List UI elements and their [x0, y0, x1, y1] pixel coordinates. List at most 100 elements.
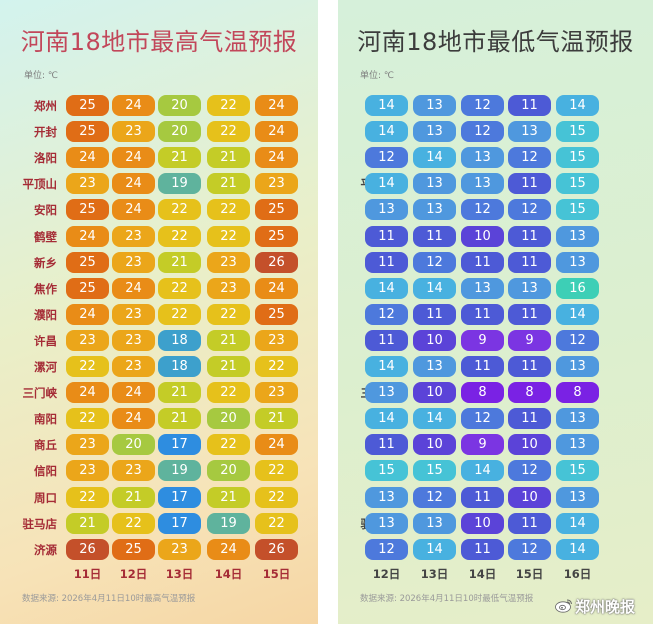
- temp-cell: 24: [66, 147, 109, 169]
- temp-cell: 24: [255, 277, 298, 299]
- temp-cell: 12: [461, 121, 504, 143]
- temp-cell: 21: [207, 329, 250, 351]
- temp-cell: 14: [413, 538, 456, 560]
- low-temp-panel: 河南18地市最低气温预报 单位: ℃ 郑州1413121114开封1413121…: [338, 0, 653, 624]
- temp-cell: 13: [461, 173, 504, 195]
- temp-cell: 23: [255, 329, 298, 351]
- temp-cell: 22: [207, 434, 250, 456]
- temp-cell: 23: [158, 538, 201, 560]
- temp-cell: 20: [207, 460, 250, 482]
- temp-cell: 22: [158, 303, 201, 325]
- temp-cell: 25: [112, 538, 155, 560]
- temp-cell: 13: [556, 408, 599, 430]
- temp-cell: 24: [112, 199, 155, 221]
- city-label: 安阳: [34, 203, 57, 218]
- temp-cell: 14: [556, 538, 599, 560]
- temp-cell: 13: [365, 199, 408, 221]
- temp-cell: 15: [413, 460, 456, 482]
- temp-cell: 20: [112, 434, 155, 456]
- temp-cell: 11: [508, 225, 551, 247]
- city-label: 商丘: [34, 438, 57, 453]
- temp-cell: 9: [461, 434, 504, 456]
- temp-cell: 13: [508, 277, 551, 299]
- chart-title: 河南18地市最低气温预报: [357, 28, 634, 56]
- temp-cell: 11: [508, 356, 551, 377]
- temp-cell: 15: [365, 460, 408, 482]
- temp-cell: 24: [207, 538, 250, 560]
- temp-cell: 23: [66, 434, 109, 456]
- temp-cell: 21: [207, 147, 250, 169]
- day-label: 12日: [372, 567, 401, 581]
- temp-cell: 12: [365, 538, 408, 560]
- temp-cell: 13: [556, 251, 599, 273]
- temp-cell: 11: [461, 356, 504, 377]
- temp-cell: 11: [508, 95, 551, 116]
- temp-cell: 14: [365, 121, 408, 143]
- temp-cell: 21: [207, 356, 250, 377]
- day-label: 13日: [165, 567, 194, 581]
- city-label: 洛阳: [34, 151, 57, 166]
- source-note: 数据来源: 2026年4月11日10时最低气温预报: [360, 594, 534, 604]
- temp-cell: 18: [158, 356, 201, 377]
- temp-cell: 13: [413, 95, 456, 116]
- temp-cell: 13: [556, 486, 599, 508]
- temp-cell: 8: [461, 382, 504, 404]
- temp-cell: 24: [66, 382, 109, 404]
- temp-cell: 9: [461, 329, 504, 351]
- day-label: 15日: [262, 567, 291, 581]
- temp-cell: 11: [508, 303, 551, 325]
- temp-cell: 22: [66, 486, 109, 508]
- temp-cell: 11: [508, 173, 551, 195]
- temp-cell: 15: [556, 121, 599, 143]
- watermark-text: 郑州晚报: [575, 598, 636, 616]
- temp-cell: 14: [365, 173, 408, 195]
- day-label: 16日: [563, 567, 592, 581]
- temp-cell: 10: [413, 434, 456, 456]
- day-label: 14日: [214, 567, 243, 581]
- temp-cell: 14: [556, 95, 599, 116]
- temp-cell: 24: [255, 147, 298, 169]
- temp-cell: 19: [158, 460, 201, 482]
- temp-cell: 25: [66, 95, 109, 116]
- temp-cell: 23: [112, 329, 155, 351]
- temp-cell: 12: [461, 95, 504, 116]
- temp-cell: 23: [207, 251, 250, 273]
- temp-cell: 8: [508, 382, 551, 404]
- temp-cell: 12: [365, 147, 408, 169]
- temp-cell: 13: [556, 225, 599, 247]
- temp-cell: 11: [508, 408, 551, 430]
- temp-cell: 14: [413, 408, 456, 430]
- temp-cell: 10: [508, 434, 551, 456]
- unit-label: 单位: ℃: [360, 71, 395, 81]
- temp-cell: 23: [112, 303, 155, 325]
- temp-cell: 16: [556, 277, 599, 299]
- temp-cell: 12: [461, 199, 504, 221]
- temp-cell: 13: [413, 121, 456, 143]
- temp-cell: 21: [207, 173, 250, 195]
- temp-cell: 22: [207, 303, 250, 325]
- temp-cell: 14: [365, 277, 408, 299]
- temp-cell: 23: [66, 460, 109, 482]
- temp-cell: 14: [365, 95, 408, 116]
- temp-cell: 14: [461, 460, 504, 482]
- temp-cell: 25: [255, 225, 298, 247]
- temp-cell: 22: [207, 199, 250, 221]
- temp-cell: 24: [112, 95, 155, 116]
- temp-cell: 24: [66, 225, 109, 247]
- city-label: 驻马店: [22, 516, 58, 531]
- temp-cell: 12: [508, 538, 551, 560]
- city-label: 漯河: [34, 360, 57, 374]
- weibo-logo-icon: [555, 598, 573, 617]
- temp-cell: 23: [255, 173, 298, 195]
- city-label: 许昌: [34, 333, 57, 348]
- temp-cell: 24: [112, 173, 155, 195]
- temp-cell: 21: [158, 147, 201, 169]
- temp-cell: 17: [158, 486, 201, 508]
- temp-cell: 9: [508, 329, 551, 351]
- temp-cell: 22: [255, 486, 298, 508]
- temp-cell: 14: [413, 147, 456, 169]
- temp-cell: 24: [66, 303, 109, 325]
- temp-cell: 21: [158, 382, 201, 404]
- temp-cell: 12: [413, 251, 456, 273]
- temp-cell: 13: [413, 199, 456, 221]
